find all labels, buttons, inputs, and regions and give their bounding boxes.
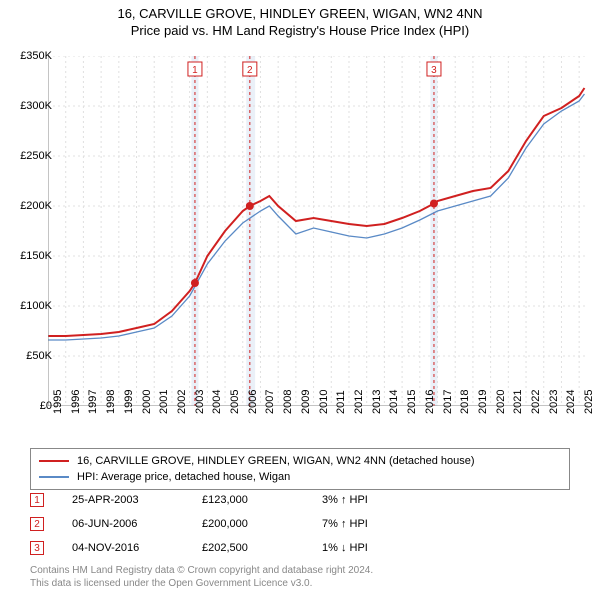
x-tick-label: 2018 — [459, 390, 471, 414]
x-tick-label: 2015 — [406, 390, 418, 414]
legend-item: 16, CARVILLE GROVE, HINDLEY GREEN, WIGAN… — [39, 453, 561, 469]
legend-swatch — [39, 476, 69, 478]
event-delta: 1% ↓ HPI — [322, 542, 422, 554]
y-tick-label: £250K — [20, 150, 52, 162]
x-tick-label: 2020 — [495, 390, 507, 414]
svg-text:2: 2 — [247, 65, 253, 76]
x-tick-label: 2003 — [194, 390, 206, 414]
y-tick-label: £150K — [20, 250, 52, 262]
chart-title-line1: 16, CARVILLE GROVE, HINDLEY GREEN, WIGAN… — [0, 6, 600, 23]
event-price: £202,500 — [202, 542, 322, 554]
x-tick-label: 2000 — [141, 390, 153, 414]
event-date: 25-APR-2003 — [72, 494, 202, 506]
event-delta: 3% ↑ HPI — [322, 494, 422, 506]
y-tick-label: £0 — [40, 400, 52, 412]
legend: 16, CARVILLE GROVE, HINDLEY GREEN, WIGAN… — [30, 448, 570, 490]
x-tick-label: 2004 — [211, 390, 223, 414]
x-tick-label: 2005 — [229, 390, 241, 414]
x-tick-label: 2007 — [264, 390, 276, 414]
footer-line1: Contains HM Land Registry data © Crown c… — [30, 564, 373, 577]
x-tick-label: 2011 — [335, 390, 347, 414]
svg-text:3: 3 — [431, 65, 437, 76]
y-tick-label: £100K — [20, 300, 52, 312]
event-marker: 3 — [30, 541, 44, 555]
x-tick-label: 2025 — [583, 390, 595, 414]
x-tick-label: 2010 — [318, 390, 330, 414]
x-tick-label: 1999 — [123, 390, 135, 414]
chart-title-line2: Price paid vs. HM Land Registry's House … — [0, 23, 600, 38]
x-tick-label: 2012 — [353, 390, 365, 414]
event-date: 04-NOV-2016 — [72, 542, 202, 554]
event-price: £123,000 — [202, 494, 322, 506]
legend-swatch — [39, 460, 69, 462]
event-row: 3 04-NOV-2016£202,5001% ↓ HPI — [30, 536, 422, 560]
x-tick-label: 2006 — [247, 390, 259, 414]
svg-text:1: 1 — [192, 65, 198, 76]
legend-item: HPI: Average price, detached house, Wiga… — [39, 469, 561, 485]
x-tick-label: 1996 — [70, 390, 82, 414]
x-tick-label: 2014 — [388, 390, 400, 414]
footer-line2: This data is licensed under the Open Gov… — [30, 577, 373, 590]
legend-label: HPI: Average price, detached house, Wiga… — [77, 471, 290, 483]
event-row: 2 06-JUN-2006£200,0007% ↑ HPI — [30, 512, 422, 536]
x-tick-label: 2002 — [176, 390, 188, 414]
x-tick-label: 2001 — [158, 390, 170, 414]
y-tick-label: £50K — [26, 350, 52, 362]
event-delta: 7% ↑ HPI — [322, 518, 422, 530]
x-tick-label: 2023 — [548, 390, 560, 414]
chart-container: 16, CARVILLE GROVE, HINDLEY GREEN, WIGAN… — [0, 6, 600, 596]
x-tick-label: 2021 — [512, 390, 524, 414]
y-tick-label: £200K — [20, 200, 52, 212]
event-row: 1 25-APR-2003£123,0003% ↑ HPI — [30, 488, 422, 512]
legend-label: 16, CARVILLE GROVE, HINDLEY GREEN, WIGAN… — [77, 455, 475, 467]
line-chart: 1 2 3 — [48, 56, 588, 406]
x-tick-label: 1995 — [52, 390, 64, 414]
x-tick-label: 2017 — [442, 390, 454, 414]
event-date: 06-JUN-2006 — [72, 518, 202, 530]
event-marker: 1 — [30, 493, 44, 507]
x-tick-label: 2013 — [371, 390, 383, 414]
y-tick-label: £350K — [20, 50, 52, 62]
event-table: 1 25-APR-2003£123,0003% ↑ HPI 2 06-JUN-2006… — [30, 488, 422, 560]
x-tick-label: 2008 — [282, 390, 294, 414]
x-tick-label: 2022 — [530, 390, 542, 414]
x-tick-label: 2016 — [424, 390, 436, 414]
event-marker: 2 — [30, 517, 44, 531]
x-tick-label: 2019 — [477, 390, 489, 414]
event-price: £200,000 — [202, 518, 322, 530]
y-tick-label: £300K — [20, 100, 52, 112]
x-tick-label: 1997 — [87, 390, 99, 414]
x-tick-label: 2024 — [565, 390, 577, 414]
footer-attribution: Contains HM Land Registry data © Crown c… — [30, 564, 373, 590]
x-tick-label: 2009 — [300, 390, 312, 414]
x-tick-label: 1998 — [105, 390, 117, 414]
